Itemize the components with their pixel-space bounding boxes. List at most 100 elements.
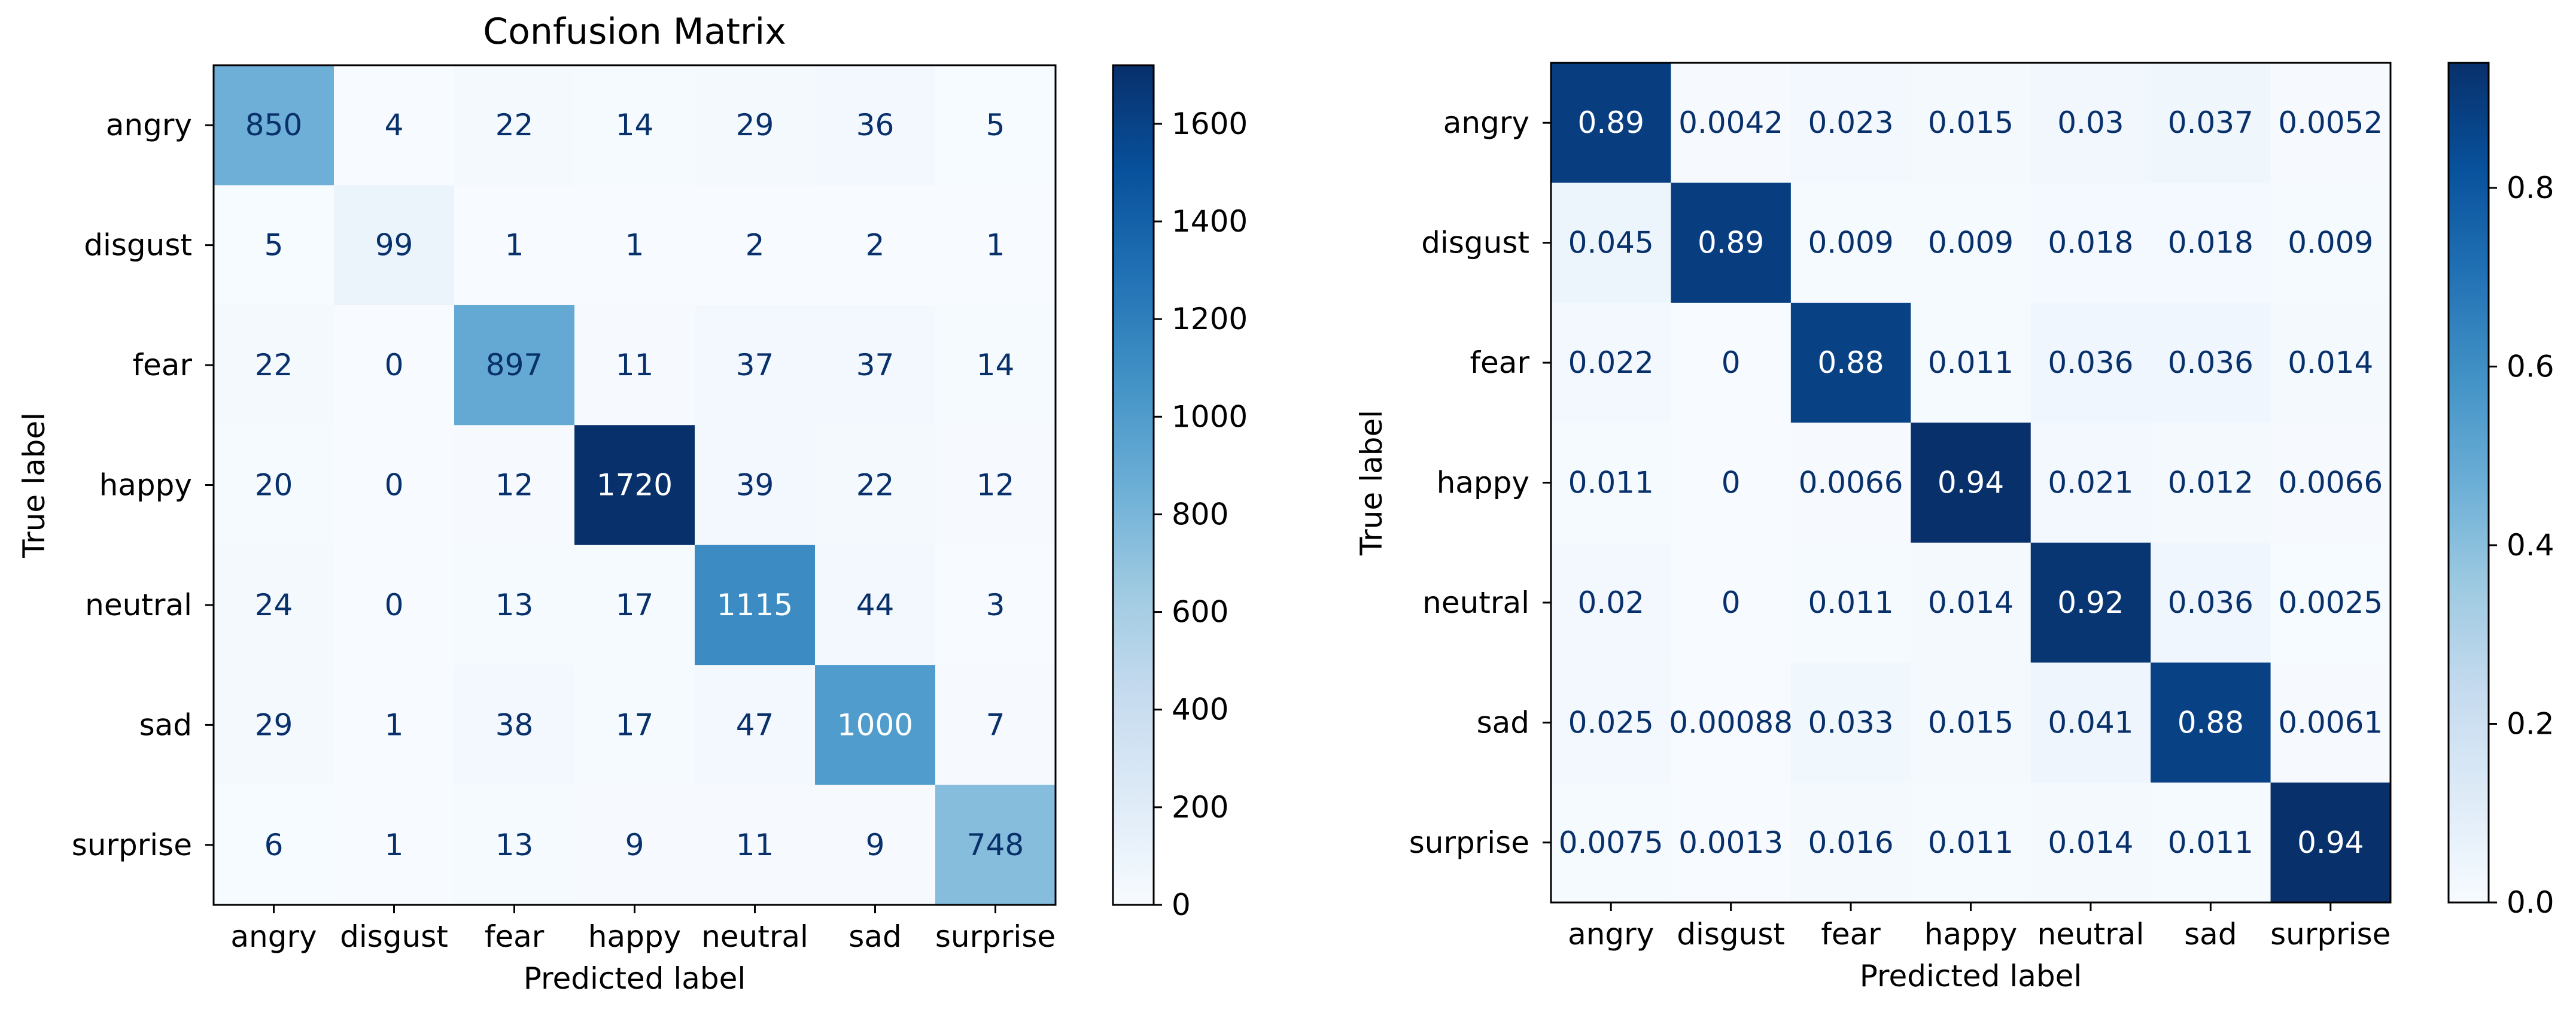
cell-value-label: 11 <box>616 348 654 382</box>
cell-value-label: 24 <box>255 588 293 622</box>
chart-title: Confusion Matrix <box>483 11 786 53</box>
y-tick-label: disgust <box>1421 226 1529 260</box>
cell-value-label: 0 <box>385 468 404 503</box>
heatmap-cell <box>1790 542 1911 663</box>
cell-value-label: 0.011 <box>1808 585 1894 620</box>
cell-value-label: 0.041 <box>2048 705 2133 740</box>
y-axis-label: True label <box>17 412 51 558</box>
heatmap-cell <box>2151 302 2271 423</box>
heatmap-cell <box>574 785 695 905</box>
cell-value-label: 0.023 <box>1808 105 1894 140</box>
cell-value-label: 14 <box>977 348 1015 382</box>
cell-value-label: 2 <box>746 228 765 263</box>
heatmap-cell <box>695 665 816 786</box>
y-axis-label: True label <box>1354 410 1389 556</box>
heatmap-cell <box>935 785 1056 905</box>
x-tick-label: surprise <box>935 919 1056 954</box>
cell-value-label: 0.0052 <box>2278 105 2383 140</box>
cell-value-label: 0.037 <box>2168 105 2253 140</box>
cell-value-label: 748 <box>967 828 1024 862</box>
y-tick-label: fear <box>132 348 192 382</box>
heatmap-cell <box>815 545 936 665</box>
cell-value-label: 1 <box>625 228 644 263</box>
heatmap-cell <box>2030 302 2151 423</box>
x-tick-label: fear <box>1821 917 1881 952</box>
heatmap-cell <box>695 65 816 186</box>
heatmap-cell <box>454 425 575 546</box>
heatmap-cell <box>2270 63 2391 184</box>
heatmap-cell <box>815 305 936 426</box>
heatmap-cell <box>1551 302 1672 423</box>
heatmap-cell <box>334 185 455 306</box>
heatmap-cell <box>695 305 816 426</box>
cell-value-label: 0 <box>1722 466 1741 500</box>
heatmap-cell <box>1911 302 2031 423</box>
cell-value-label: 0.015 <box>1928 705 2014 740</box>
cell-value-label: 0.0025 <box>2278 585 2383 620</box>
cell-value-label: 2 <box>866 228 885 263</box>
heatmap-cell <box>1671 302 1792 423</box>
x-tick-label: angry <box>1568 917 1654 952</box>
colorbar-tick-label: 1200 <box>1172 302 1248 336</box>
y-tick-label: fear <box>1470 345 1529 380</box>
x-axis-label: Predicted label <box>1860 959 2082 993</box>
heatmap-cell <box>2151 542 2271 663</box>
cell-value-label: 0.014 <box>2048 825 2133 860</box>
cell-value-label: 850 <box>245 108 302 142</box>
heatmap-cell <box>454 665 575 786</box>
heatmap-cell <box>334 65 455 186</box>
cell-value-label: 0.89 <box>1578 105 1644 140</box>
heatmap-cell <box>334 425 455 546</box>
heatmap-cell <box>815 785 936 905</box>
colorbar-tick-label: 0.0 <box>2507 885 2554 920</box>
cell-value-label: 6 <box>264 828 284 862</box>
cell-value-label: 0.94 <box>1938 466 2004 500</box>
x-tick-label: fear <box>485 919 545 954</box>
heatmap-cell <box>935 545 1056 665</box>
heatmap-cell <box>2030 542 2151 663</box>
heatmap-cell <box>574 65 695 186</box>
heatmap-cell <box>1551 63 1672 184</box>
colorbar-tick-label: 1600 <box>1172 107 1248 141</box>
y-tick-label: happy <box>99 468 192 503</box>
normalized-confusion-matrix: 0.89 0.0042 0.023 0.015 0.03 0.037 0.0052 0.045… <box>1354 62 2554 993</box>
heatmap-cell <box>695 185 816 306</box>
heatmap-cell <box>1551 423 1672 543</box>
heatmap-cell <box>695 425 816 546</box>
cell-value-label: 5 <box>264 228 284 263</box>
y-tick-label: sad <box>1477 705 1529 740</box>
cell-value-label: 29 <box>255 707 293 742</box>
heatmap-cell <box>935 65 1056 186</box>
heatmap-cell <box>574 305 695 426</box>
cell-value-label: 897 <box>486 348 543 382</box>
y-tick-label: angry <box>106 108 192 142</box>
cell-value-label: 9 <box>866 828 885 862</box>
cell-value-label: 0.033 <box>1808 705 1894 740</box>
heatmap-cell <box>574 185 695 306</box>
cell-value-label: 0.009 <box>1928 226 2014 260</box>
colorbar-tick-label: 0.6 <box>2507 349 2554 384</box>
cell-value-label: 37 <box>856 348 895 382</box>
colorbar-tick-label: 0.4 <box>2507 528 2554 563</box>
cell-value-label: 0.0042 <box>1678 105 1783 140</box>
heatmap-cell <box>334 545 455 665</box>
heatmap-cell <box>2030 63 2151 184</box>
heatmap-cell <box>2151 183 2271 303</box>
cell-value-label: 0.015 <box>1928 105 2014 140</box>
heatmap-cell <box>935 665 1056 786</box>
cell-value-label: 0.045 <box>1568 226 1654 260</box>
heatmap-cell <box>1790 782 1911 903</box>
heatmap-cell <box>1790 63 1911 184</box>
heatmap-cell <box>2270 423 2391 543</box>
heatmap-cell <box>2151 782 2271 903</box>
cell-value-label: 0 <box>385 348 404 382</box>
colorbar-tick-label: 0.8 <box>2507 171 2554 205</box>
cell-value-label: 0.025 <box>1568 705 1654 740</box>
heatmap-cell <box>695 785 816 905</box>
x-tick-label: sad <box>848 919 901 954</box>
cell-value-label: 3 <box>986 588 1005 622</box>
cell-value-label: 0 <box>385 588 404 622</box>
cell-value-label: 0.0075 <box>1559 825 1663 860</box>
heatmap-cell <box>574 425 695 546</box>
